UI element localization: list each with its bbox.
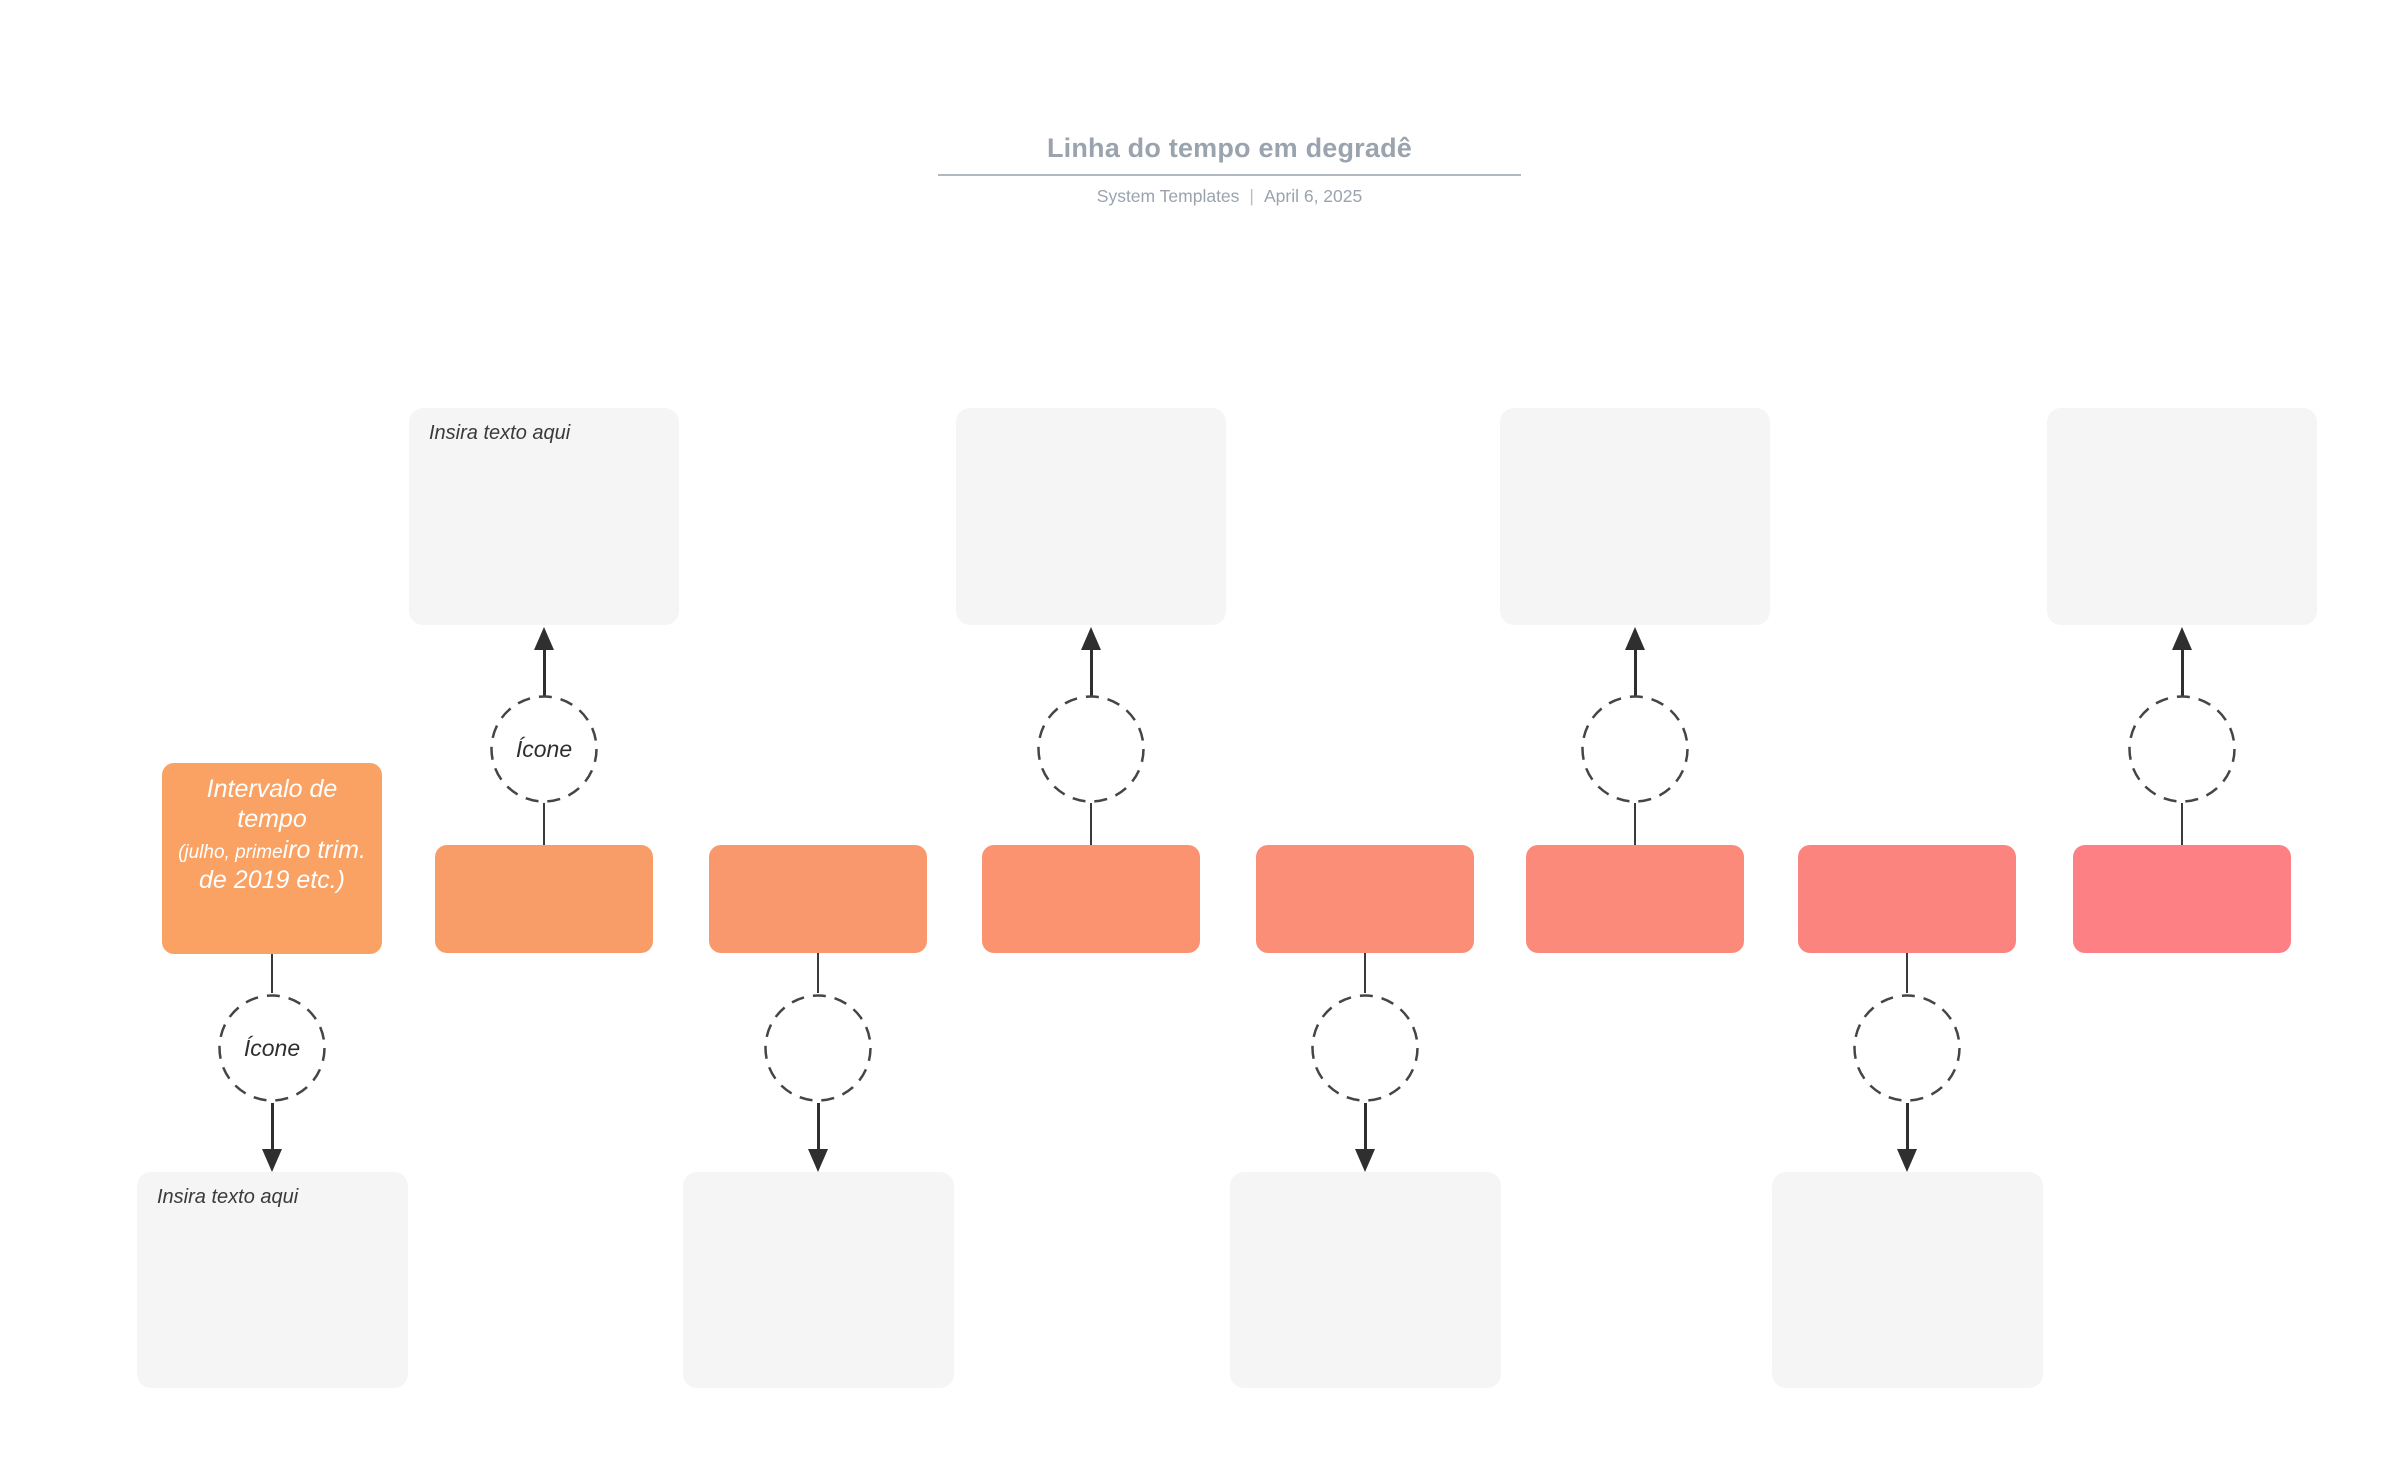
dashed-circle-icon xyxy=(2128,695,2236,803)
arrow-down-icon xyxy=(1897,1149,1917,1172)
date-label: April 6, 2025 xyxy=(1263,186,1363,206)
dashed-circle-icon xyxy=(1581,695,1689,803)
interval-subtitle-large: iro trim. de 2019 etc.) xyxy=(199,836,366,894)
icon-circle-label xyxy=(764,994,872,1102)
connector-line xyxy=(1364,1103,1367,1149)
connector-line xyxy=(1906,953,1908,993)
connector-line xyxy=(2181,650,2184,696)
timeline-block[interactable] xyxy=(1526,845,1744,953)
connector-line xyxy=(1364,953,1366,993)
interval-title: Intervalo de tempo xyxy=(206,775,338,833)
dashed-circle-icon xyxy=(1311,994,1419,1102)
arrow-up-icon xyxy=(534,627,554,650)
connector-line xyxy=(543,650,546,696)
arrow-up-icon xyxy=(1081,627,1101,650)
interval-subtitle-small: (julho, prime xyxy=(178,842,283,863)
arrow-down-icon xyxy=(808,1149,828,1172)
timeline-block[interactable] xyxy=(435,845,653,953)
text-placeholder-box[interactable] xyxy=(956,408,1226,625)
icon-circle-label: Ícone xyxy=(243,1034,301,1061)
text-placeholder-box[interactable] xyxy=(1230,1172,1501,1388)
icon-circle[interactable] xyxy=(2128,695,2236,803)
icon-circle-label xyxy=(1311,994,1419,1102)
text-placeholder-box[interactable] xyxy=(2047,408,2317,625)
connector-line xyxy=(1906,1103,1909,1149)
icon-circle-label xyxy=(1853,994,1961,1102)
timeline-block[interactable] xyxy=(709,845,927,953)
arrow-down-icon xyxy=(1355,1149,1375,1172)
icon-circle[interactable] xyxy=(1037,695,1145,803)
dashed-circle-icon xyxy=(764,994,872,1102)
page-title: Linha do tempo em degradê xyxy=(938,133,1521,176)
icon-circle[interactable] xyxy=(1581,695,1689,803)
icon-circle[interactable] xyxy=(764,994,872,1102)
text-placeholder-box[interactable]: Insira texto aqui xyxy=(409,408,679,625)
connector-line xyxy=(1634,803,1636,845)
icon-circle-label xyxy=(1037,695,1145,803)
text-placeholder-box[interactable] xyxy=(1772,1172,2043,1388)
connector-line xyxy=(1634,650,1637,696)
connector-line xyxy=(817,953,819,993)
icon-circle[interactable] xyxy=(1311,994,1419,1102)
interval-block[interactable]: Intervalo de tempo (julho, primeiro trim… xyxy=(162,763,382,954)
arrow-up-icon xyxy=(1625,627,1645,650)
connector-line xyxy=(543,803,545,845)
dashed-circle-icon xyxy=(1037,695,1145,803)
icon-circle[interactable]: Ícone xyxy=(218,994,326,1102)
placeholder-text: Insira texto aqui xyxy=(157,1186,299,1208)
connector-line xyxy=(817,1103,820,1149)
text-placeholder-box[interactable] xyxy=(683,1172,954,1388)
icon-circle[interactable]: Ícone xyxy=(490,695,598,803)
dashed-circle-icon xyxy=(490,695,598,803)
arrow-down-icon xyxy=(262,1149,282,1172)
timeline-block[interactable] xyxy=(2073,845,2291,953)
connector-line xyxy=(271,1103,274,1149)
icon-circle-label: Ícone xyxy=(515,735,573,762)
icon-circle-label xyxy=(2128,695,2236,803)
page-subtitle: System Templates | April 6, 2025 xyxy=(938,186,1521,207)
connector-line xyxy=(1090,803,1092,845)
interval-subtitle: (julho, primeiro trim. de 2019 etc.) xyxy=(175,836,369,895)
icon-circle-label xyxy=(1581,695,1689,803)
text-placeholder-box[interactable] xyxy=(1500,408,1770,625)
placeholder-text: Insira texto aqui xyxy=(429,422,571,444)
timeline-block[interactable] xyxy=(1256,845,1474,953)
timeline-block[interactable] xyxy=(982,845,1200,953)
icon-circle[interactable] xyxy=(1853,994,1961,1102)
connector-line xyxy=(1090,650,1093,696)
subtitle-separator: | xyxy=(1249,186,1254,206)
timeline-block[interactable] xyxy=(1798,845,2016,953)
connector-line xyxy=(2181,803,2183,845)
connector-line xyxy=(271,954,273,993)
text-placeholder-box[interactable]: Insira texto aqui xyxy=(137,1172,408,1388)
header: Linha do tempo em degradê System Templat… xyxy=(938,133,1521,207)
arrow-up-icon xyxy=(2172,627,2192,650)
dashed-circle-icon xyxy=(218,994,326,1102)
byline: System Templates xyxy=(1096,186,1240,206)
dashed-circle-icon xyxy=(1853,994,1961,1102)
